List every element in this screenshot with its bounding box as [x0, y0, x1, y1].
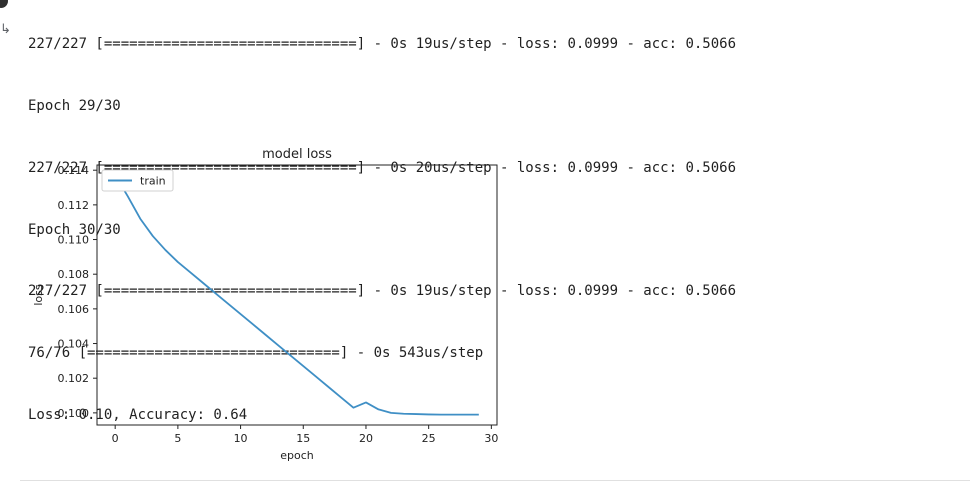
x-tick-label: 5 — [174, 432, 181, 445]
chart-title: model loss — [262, 147, 332, 162]
x-tick-label: 25 — [422, 432, 436, 445]
y-tick-label: 0.112 — [58, 199, 90, 212]
x-tick-label: 20 — [359, 432, 373, 445]
legend-box — [101, 169, 174, 192]
plot-frame — [96, 164, 498, 426]
loss-chart-svg: model loss 0 5 10 15 20 25 30 0.1000.1020.1040… — [32, 147, 498, 462]
output-line: 227/227 [==============================]… — [28, 283, 737, 300]
y-tick-label: 0.100 — [58, 407, 90, 420]
cell-output-text: 227/227 [==============================]… — [28, 0, 948, 446]
loss-chart: model loss 0 5 10 15 20 25 30 0.100 0.102 0.104 0… — [28, 140, 518, 470]
x-tick-label: 10 — [234, 432, 248, 445]
y-axis-label: loss — [32, 284, 45, 306]
y-tick-label: 0.104 — [58, 338, 90, 351]
y-tick-label: 0.110 — [58, 234, 90, 247]
output-options-icon[interactable]: ↳ — [0, 22, 11, 37]
cell-divider — [20, 480, 970, 481]
y-tick-label: 0.108 — [58, 268, 90, 281]
run-cell-icon[interactable] — [0, 0, 8, 8]
output-line: 76/76 [==============================] -… — [28, 345, 484, 362]
output-line: 227/227 [==============================]… — [28, 36, 737, 53]
y-tick-label: 0.114 — [58, 164, 90, 177]
output-line: Epoch 29/30 — [28, 97, 121, 114]
x-axis-label: epoch — [280, 449, 314, 462]
legend-label-train: train — [140, 175, 166, 188]
output-line: 227/227 [==============================]… — [28, 159, 737, 176]
series-line-train — [114, 174, 479, 416]
x-tick-label: 30 — [484, 432, 498, 445]
cell-gutter: ↳ — [0, 0, 22, 60]
output-line: Epoch 30/30 — [28, 221, 121, 238]
series-layer — [114, 174, 479, 416]
x-tick-label: 15 — [296, 432, 310, 445]
y-axis: 0.100 0.102 0.104 0.106 0.108 0.110 0.112 0.114 — [58, 164, 97, 420]
output-line: Loss: 0.10, Accuracy: 0.64 — [28, 406, 248, 423]
legend: train — [101, 169, 174, 192]
y-tick-label: 0.102 — [58, 372, 90, 385]
y-tick-label: 0.106 — [58, 303, 90, 316]
x-axis: 0 5 10 15 20 25 30 — [112, 425, 498, 445]
x-tick-label: 0 — [112, 432, 119, 445]
